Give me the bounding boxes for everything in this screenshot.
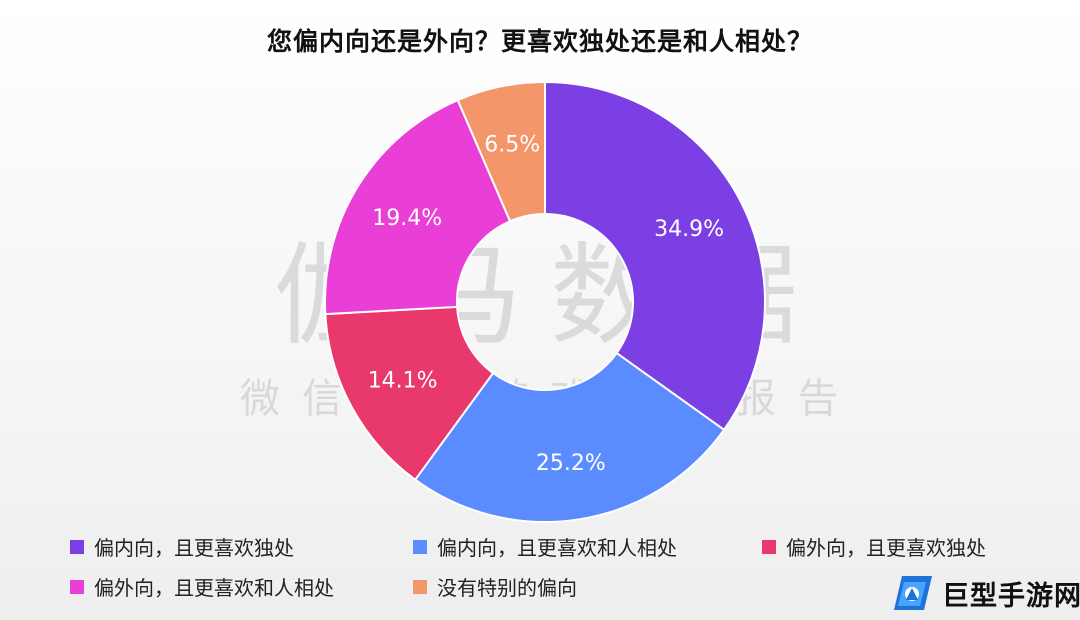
legend-item: 偏外向，且更喜欢独处 [762, 532, 986, 561]
legend-swatch [70, 539, 84, 554]
legend-swatch [762, 539, 776, 554]
legend-swatch [413, 539, 427, 554]
slice-data-label: 19.4% [372, 206, 442, 231]
chart-title: 您偏内向还是外向？更喜欢独处还是和人相处？ [266, 27, 813, 56]
site-logo-text: 巨型手游网 [942, 580, 1080, 612]
legend-label: 偏外向，且更喜欢独处 [786, 536, 986, 560]
slice-data-label: 25.2% [536, 451, 606, 476]
site-logo-icon [894, 576, 932, 610]
legend-label: 偏内向，且更喜欢和人相处 [437, 536, 677, 560]
legend-item: 偏内向，且更喜欢和人相处 [413, 532, 677, 561]
donut-slice [324, 305, 495, 482]
donut-slice [456, 80, 546, 223]
legend-label: 没有特别的偏向 [437, 576, 577, 600]
legend-label: 偏内向，且更喜欢独处 [94, 536, 294, 560]
donut-slice [413, 351, 726, 523]
legend-item: 偏内向，且更喜欢独处 [70, 532, 294, 561]
site-logo[interactable]: 巨型手游网 [888, 570, 1080, 616]
legend-item: 没有特别的偏向 [413, 572, 577, 601]
slice-data-label: 14.1% [368, 368, 438, 393]
legend-item: 偏外向，且更喜欢和人相处 [70, 572, 334, 601]
donut-slice [324, 98, 512, 316]
donut-slice [544, 80, 766, 432]
legend-swatch [70, 579, 84, 594]
slice-data-label: 34.9% [654, 217, 724, 242]
slice-data-label: 6.5% [484, 132, 540, 157]
legend-label: 偏外向，且更喜欢和人相处 [94, 576, 334, 600]
legend-swatch [413, 579, 427, 594]
